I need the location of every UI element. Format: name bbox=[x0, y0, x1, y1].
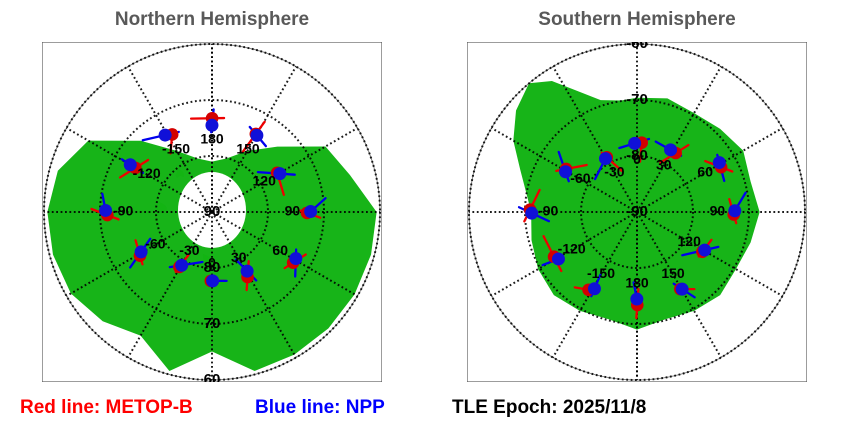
svg-text:-120: -120 bbox=[133, 165, 161, 181]
svg-text:0: 0 bbox=[208, 255, 216, 271]
svg-text:-60: -60 bbox=[145, 235, 165, 251]
svg-text:-70: -70 bbox=[626, 91, 648, 108]
svg-text:-150: -150 bbox=[587, 265, 615, 281]
svg-text:90: 90 bbox=[710, 203, 726, 219]
svg-text:70: 70 bbox=[204, 315, 221, 332]
svg-text:-60: -60 bbox=[570, 170, 590, 186]
svg-text:-90: -90 bbox=[538, 203, 558, 219]
svg-text:-90: -90 bbox=[113, 203, 133, 219]
svg-text:180: 180 bbox=[200, 131, 224, 147]
svg-text:-120: -120 bbox=[558, 240, 586, 256]
svg-text:150: 150 bbox=[661, 265, 685, 281]
svg-text:30: 30 bbox=[231, 249, 247, 265]
svg-text:120: 120 bbox=[253, 173, 277, 189]
svg-text:60: 60 bbox=[272, 242, 288, 258]
svg-text:90: 90 bbox=[204, 203, 221, 220]
svg-text:180: 180 bbox=[625, 275, 649, 291]
svg-text:0: 0 bbox=[633, 151, 641, 167]
svg-text:90: 90 bbox=[285, 203, 301, 219]
svg-text:-30: -30 bbox=[604, 164, 624, 180]
svg-text:-60: -60 bbox=[626, 42, 648, 52]
svg-text:-90: -90 bbox=[626, 203, 648, 220]
svg-text:30: 30 bbox=[656, 156, 672, 172]
svg-text:120: 120 bbox=[678, 233, 702, 249]
svg-text:-150: -150 bbox=[162, 140, 190, 156]
svg-text:150: 150 bbox=[236, 140, 260, 156]
svg-text:60: 60 bbox=[204, 371, 221, 382]
svg-text:60: 60 bbox=[697, 163, 713, 179]
svg-text:-30: -30 bbox=[179, 242, 199, 258]
